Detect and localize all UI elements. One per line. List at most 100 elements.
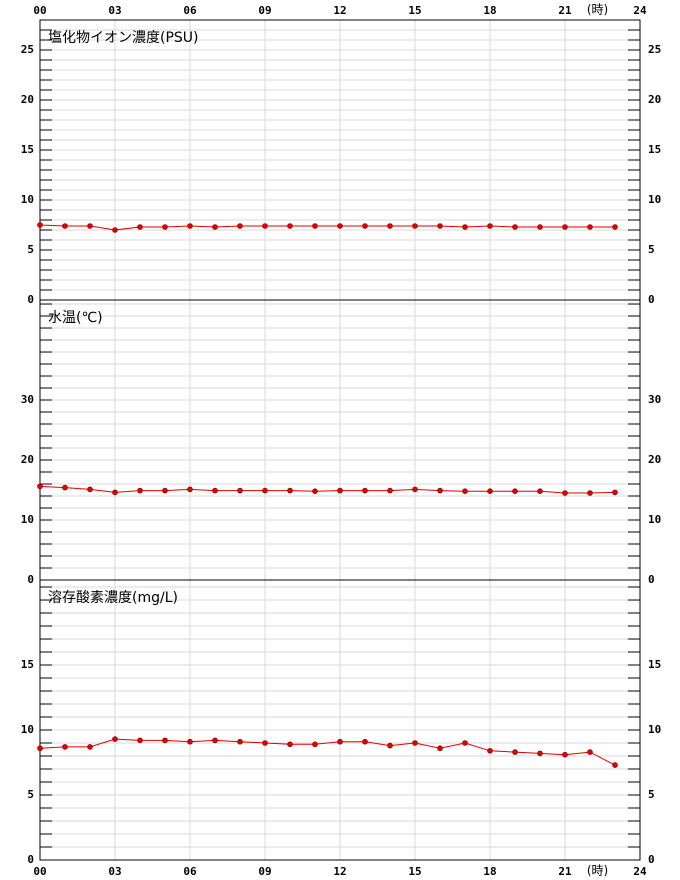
panel-title: 溶存酸素濃度(mg/L) (48, 590, 178, 606)
data-point (587, 490, 593, 496)
panel-title: 塩化物イオン濃度(PSU) (48, 30, 199, 46)
data-point (237, 223, 243, 229)
data-point (387, 487, 393, 494)
data-point (437, 223, 443, 229)
x-tick-label: 09 (258, 4, 271, 17)
y-tick-label: 30 (648, 393, 661, 406)
x-tick-label: 18 (483, 865, 496, 878)
y-tick-label: 10 (648, 513, 661, 526)
data-point (312, 741, 318, 748)
x-unit-label: (時) (587, 3, 608, 17)
x-tick-label: 12 (333, 4, 346, 17)
y-tick-label: 30 (21, 393, 34, 406)
y-tick-label: 0 (648, 853, 655, 866)
y-tick-label: 15 (648, 658, 661, 671)
data-point (287, 487, 293, 494)
data-point (387, 742, 393, 749)
data-point (212, 224, 218, 230)
y-tick-label: 15 (21, 658, 34, 671)
x-tick-label: 06 (183, 865, 197, 878)
data-point (187, 738, 193, 745)
data-point (287, 223, 293, 229)
data-point (262, 487, 268, 494)
data-point (262, 740, 268, 746)
y-tick-label: 25 (648, 43, 661, 56)
data-point (487, 223, 493, 229)
x-tick-label: 24 (633, 4, 647, 17)
data-point (112, 489, 118, 496)
y-tick-label: 0 (648, 293, 655, 306)
data-point (362, 738, 368, 745)
y-tick-label: 25 (21, 43, 34, 56)
y-tick-label: 20 (21, 93, 34, 106)
data-point (112, 227, 118, 233)
x-tick-label: 00 (33, 865, 46, 878)
plot-frame (39, 579, 641, 861)
data-point (187, 486, 193, 493)
data-point (37, 745, 43, 752)
data-point (437, 745, 443, 752)
y-tick-label: 15 (21, 143, 34, 156)
data-point (337, 223, 343, 229)
x-unit-label: (時) (587, 864, 608, 878)
data-point (587, 749, 593, 755)
data-point (237, 738, 243, 745)
data-point (462, 224, 468, 230)
y-tick-label: 5 (27, 788, 34, 801)
x-tick-label: 09 (258, 865, 271, 878)
data-point (87, 223, 93, 229)
data-point (37, 483, 43, 490)
data-point (487, 748, 493, 754)
data-line (39, 738, 616, 766)
x-tick-label: 21 (558, 865, 572, 878)
data-point (487, 488, 493, 495)
data-point (337, 738, 343, 745)
x-tick-label: 15 (408, 4, 421, 17)
y-tick-label: 15 (648, 143, 661, 156)
data-point (62, 744, 68, 750)
data-point (137, 224, 143, 230)
data-point (312, 488, 318, 495)
data-point (612, 762, 618, 768)
x-tick-label: 21 (558, 4, 572, 17)
data-point (62, 484, 68, 491)
data-point (512, 224, 518, 230)
data-point (337, 487, 343, 494)
data-point (412, 223, 418, 229)
panel-title: 水温(℃) (48, 310, 103, 326)
data-point (162, 737, 168, 744)
data-point (237, 487, 243, 494)
x-tick-label: 03 (108, 4, 121, 17)
data-point (312, 223, 318, 229)
data-point (87, 486, 93, 493)
data-point (537, 224, 543, 230)
x-tick-label: 12 (333, 865, 346, 878)
data-point (212, 737, 218, 744)
data-point (612, 224, 618, 230)
y-tick-label: 20 (648, 453, 661, 466)
x-tick-label: 24 (633, 865, 647, 878)
data-point (612, 489, 618, 496)
y-tick-label: 20 (21, 453, 34, 466)
data-point (362, 487, 368, 494)
x-tick-label: 15 (408, 865, 421, 878)
data-point (562, 490, 568, 496)
data-point (162, 224, 168, 230)
data-point (412, 740, 418, 746)
data-line (39, 224, 615, 231)
y-tick-label: 5 (27, 243, 34, 256)
data-point (162, 487, 168, 494)
data-point (512, 488, 518, 495)
data-point (587, 224, 593, 230)
y-tick-label: 10 (21, 193, 34, 206)
data-point (537, 488, 543, 495)
data-point (512, 749, 518, 755)
data-point (37, 222, 43, 228)
data-line (39, 485, 616, 494)
y-tick-label: 10 (21, 723, 34, 736)
data-point (462, 488, 468, 495)
data-point (462, 740, 468, 746)
data-point (112, 736, 118, 742)
